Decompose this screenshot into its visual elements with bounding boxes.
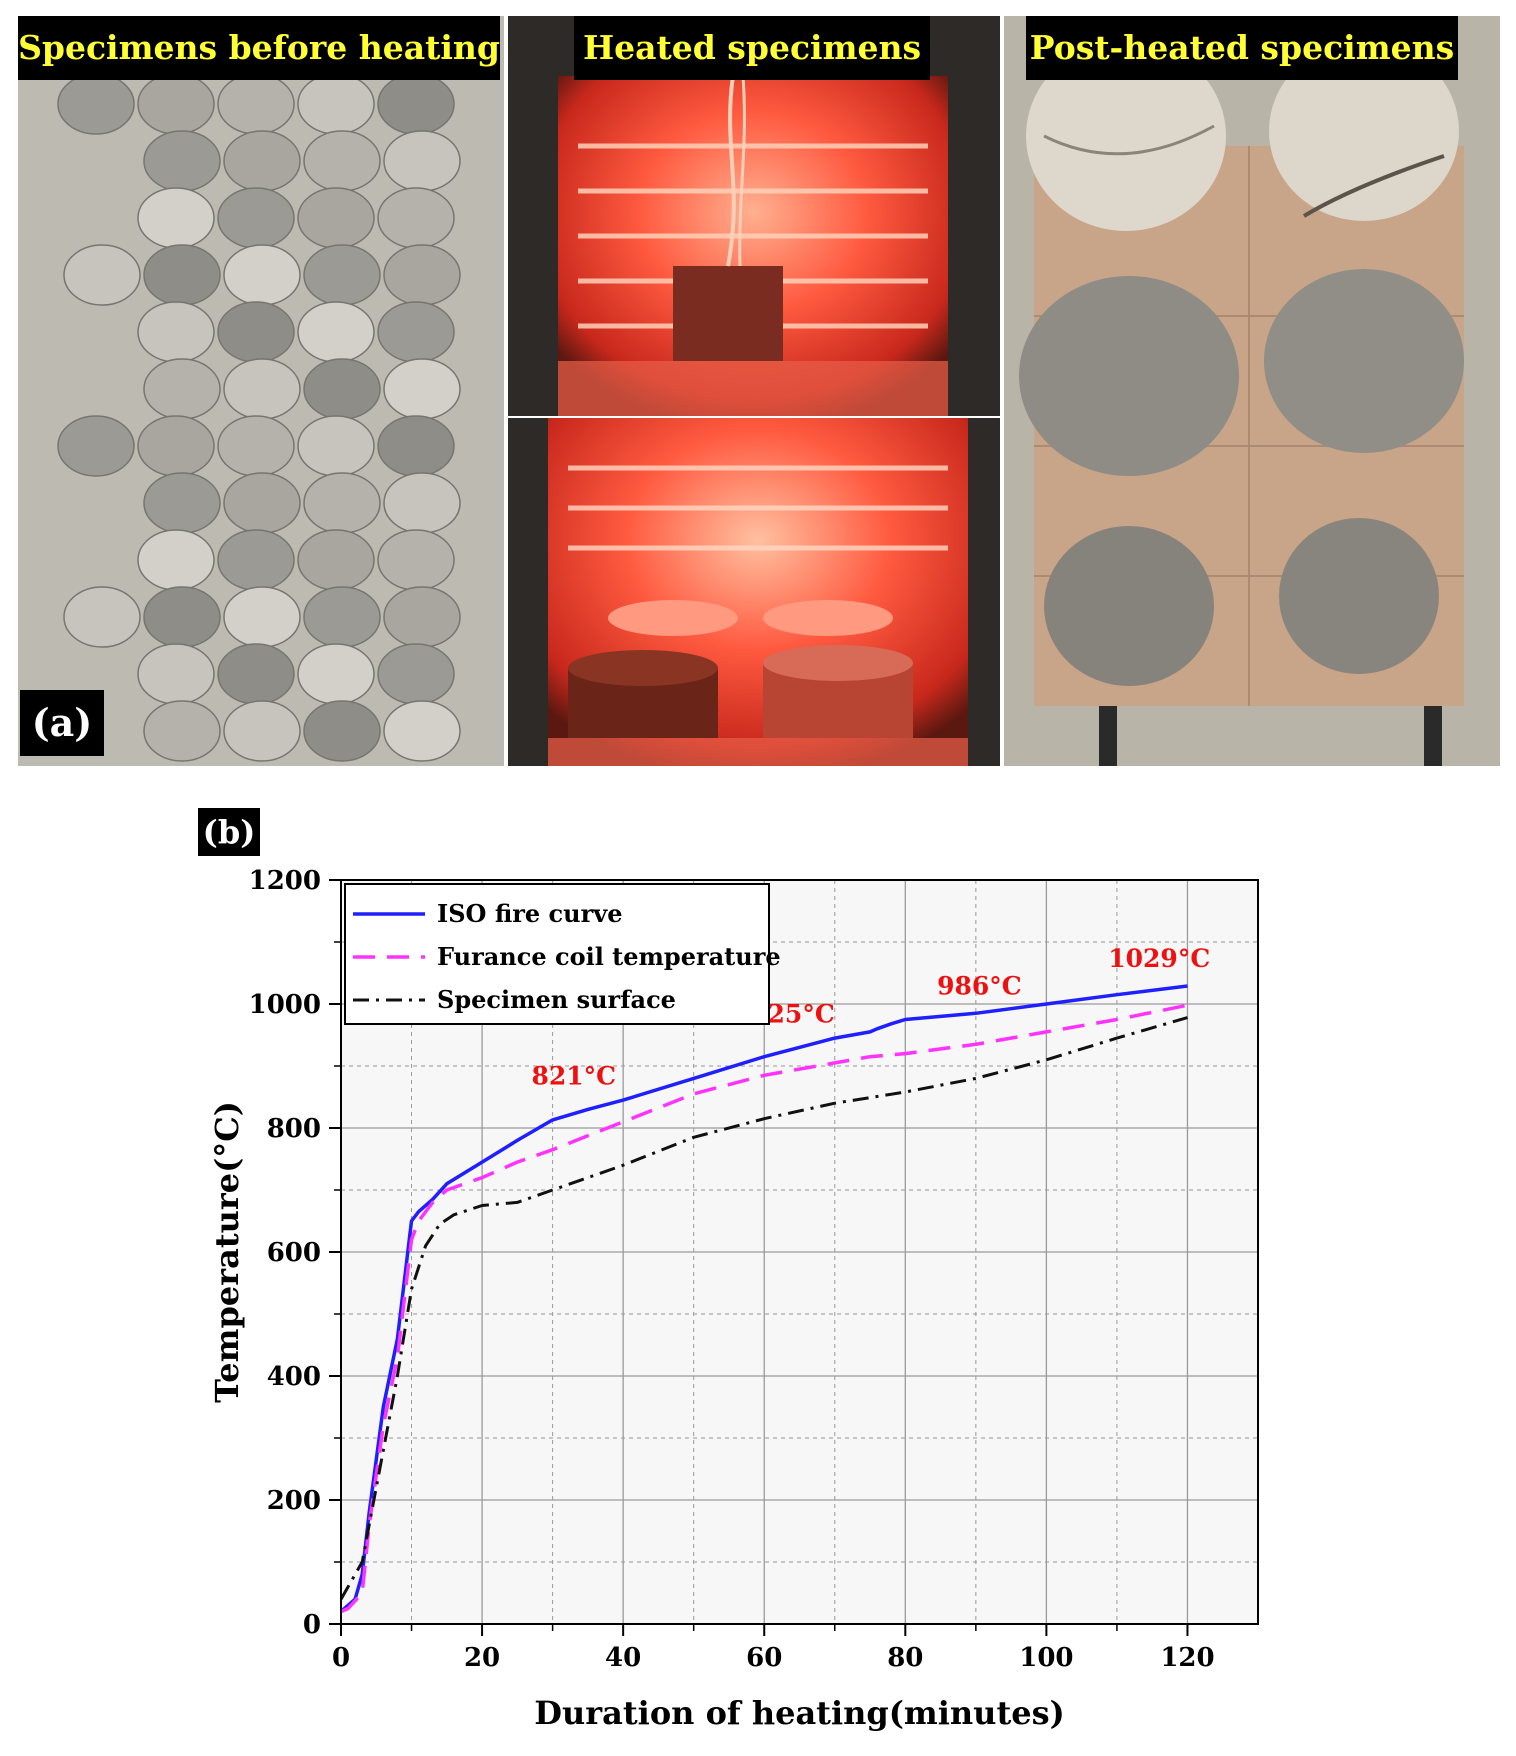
glowing-furnace-top xyxy=(508,16,1000,416)
x-tick-label: 20 xyxy=(464,1643,500,1673)
y-tick-label: 1200 xyxy=(249,866,321,896)
panel-label-a: (a) xyxy=(20,690,104,756)
y-tick-label: 400 xyxy=(267,1362,321,1392)
x-tick-label: 0 xyxy=(332,1643,350,1673)
x-tick-label: 40 xyxy=(605,1643,641,1673)
series-line-dashed xyxy=(340,1003,1188,1614)
photo-post-heated-specimens xyxy=(1004,16,1500,766)
x-tick-label: 60 xyxy=(746,1643,782,1673)
photo-furnace-interior-top xyxy=(508,16,1000,416)
glowing-furnace-bottom xyxy=(508,418,1000,766)
legend-entry: Specimen surface xyxy=(437,985,676,1014)
y-tick-label: 600 xyxy=(267,1238,321,1268)
annotation-peak-temperature: 821°C xyxy=(531,1062,616,1091)
x-tick-label: 120 xyxy=(1160,1643,1214,1673)
y-tick-label: 800 xyxy=(267,1114,321,1144)
photo-furnace-interior-bottom xyxy=(508,418,1000,766)
y-axis-label: Temperature(°C) xyxy=(208,1101,246,1403)
legend-entry: ISO fire curve xyxy=(437,899,622,928)
x-tick-label: 100 xyxy=(1019,1643,1073,1673)
legend-box xyxy=(344,883,770,1025)
series-lines xyxy=(339,984,1188,1614)
photo-specimens-before-heating xyxy=(18,16,504,766)
cracked-specimens xyxy=(1004,16,1500,766)
panel-label-b: (b) xyxy=(198,808,260,856)
y-tick-label: 200 xyxy=(267,1486,321,1516)
y-tick-label: 0 xyxy=(303,1610,321,1640)
legend-entry: Furance coil temperature xyxy=(437,942,781,971)
y-tick-label: 1000 xyxy=(249,990,321,1020)
annotation-peak-temperature: 986°C xyxy=(937,972,1022,1001)
legend: ISO fire curve Furance coil temperature Sp… xyxy=(344,883,781,1025)
annotation-peak-temperature: 1029°C xyxy=(1108,944,1210,973)
x-axis-label: Duration of heating(minutes) xyxy=(534,1694,1064,1732)
unheated-specimen-array xyxy=(18,16,504,766)
series-line-solid xyxy=(339,984,1188,1613)
caption-specimens-before-heating: Specimens before heating xyxy=(18,16,500,80)
caption-post-heated-specimens: Post-heated specimens xyxy=(1026,16,1458,80)
series-line-dashdot xyxy=(339,1016,1188,1600)
caption-heated-specimens: Heated specimens xyxy=(574,16,930,80)
x-tick-label: 80 xyxy=(887,1643,923,1673)
